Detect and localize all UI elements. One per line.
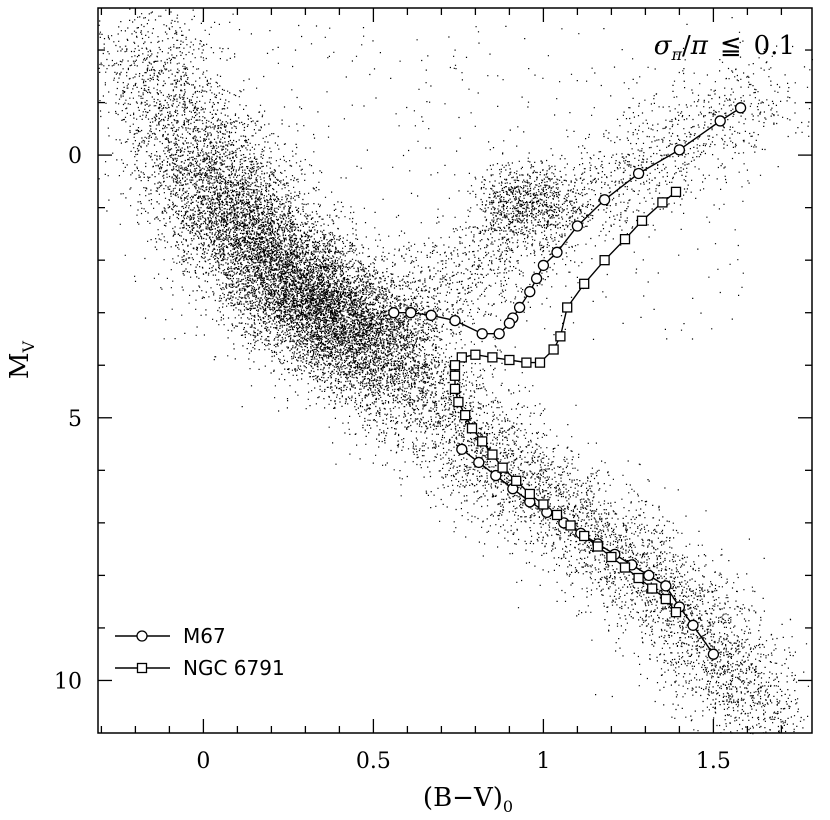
series-point-m67-6 [551, 246, 563, 258]
x-axis-label: (B−V)0 [423, 783, 513, 816]
series-point-ngc6791-13 [470, 349, 481, 360]
series-point-ngc6791-17 [449, 383, 461, 395]
plot-axes [97, 7, 813, 734]
series-point-m67-8 [530, 272, 543, 285]
series-point-ngc6791-25 [524, 488, 535, 500]
series-point-ngc6791-35 [660, 593, 671, 605]
series-point-ngc6791-14 [456, 352, 467, 363]
series-point-m67-7 [537, 259, 550, 272]
series-point-m67-15 [449, 314, 461, 327]
x-tick-label: 1 [536, 749, 550, 774]
series-point-m67-17 [405, 307, 417, 319]
series-point-m67-3 [632, 167, 645, 180]
series-point-ngc6791-27 [551, 509, 563, 521]
series-point-ngc6791-29 [579, 530, 590, 542]
series-point-ngc6791-0 [670, 186, 682, 198]
legend-marker-m67 [136, 630, 148, 642]
series-point-ngc6791-26 [538, 499, 549, 510]
series-line-ngc6791-0 [454, 191, 677, 613]
axis-labels: (B−V)0 MV [5, 340, 513, 816]
legend-label-ngc6791: NGC 6791 [183, 656, 285, 680]
series-point-ngc6791-3 [619, 234, 631, 245]
cluster-series-markers [388, 102, 747, 660]
series-point-ngc6791-23 [497, 462, 508, 473]
series-point-ngc6791-33 [633, 572, 644, 584]
series-point-m67-4 [598, 194, 611, 206]
cluster-series-lines [393, 107, 741, 655]
y-tick-label: 0 [68, 144, 82, 169]
y-axis-label: MV [5, 340, 38, 379]
series-point-ngc6791-18 [453, 396, 464, 408]
series-point-m67-33 [687, 619, 699, 631]
series-point-ngc6791-7 [555, 331, 566, 342]
series-point-ngc6791-24 [511, 475, 522, 486]
series-point-m67-1 [714, 115, 726, 127]
series-point-ngc6791-20 [466, 423, 478, 434]
x-tick-label: 0.5 [356, 749, 391, 774]
series-point-ngc6791-11 [504, 354, 515, 366]
axis-ticks: 0 0.5 1 1.5 0 5 10 [54, 8, 812, 774]
series-point-ngc6791-15 [449, 360, 461, 371]
series-point-ngc6791-4 [599, 255, 610, 266]
series-point-ngc6791-2 [636, 215, 648, 226]
series-point-m67-14 [476, 328, 488, 340]
series-point-ngc6791-28 [565, 520, 576, 531]
series-point-m67-31 [660, 580, 672, 592]
series-point-m67-20 [473, 456, 485, 469]
y-tick-label: 10 [54, 669, 82, 694]
legend-label-m67: M67 [183, 624, 226, 648]
series-point-m67-13 [493, 328, 505, 340]
series-point-ngc6791-36 [670, 607, 682, 618]
series-point-m67-21 [490, 469, 502, 482]
series-line-m67-1 [461, 448, 714, 655]
series-point-m67-18 [388, 307, 400, 319]
series-point-m67-19 [456, 443, 468, 455]
series-point-ngc6791-12 [487, 352, 498, 363]
series-point-ngc6791-22 [487, 449, 498, 460]
series-point-ngc6791-5 [579, 278, 590, 289]
y-tick-label: 5 [68, 407, 82, 432]
series-point-ngc6791-9 [534, 357, 546, 368]
legend: M67 NGC 6791 [115, 624, 285, 680]
series-point-ngc6791-8 [548, 344, 559, 355]
legend-marker-ngc6791 [136, 662, 148, 674]
series-point-ngc6791-16 [449, 370, 461, 381]
series-point-m67-2 [673, 144, 686, 156]
series-point-m67-12 [503, 317, 516, 329]
series-point-m67-34 [707, 648, 720, 660]
x-tick-label: 1.5 [696, 749, 731, 774]
series-point-ngc6791-31 [606, 551, 617, 563]
series-point-ngc6791-30 [592, 541, 603, 552]
series-point-m67-30 [643, 569, 655, 582]
series-point-m67-5 [571, 220, 584, 232]
parallax-error-annotation: σπ/π ≦ 0.1 [654, 31, 795, 64]
series-point-m67-16 [425, 309, 437, 321]
series-point-ngc6791-6 [562, 302, 573, 313]
series-point-ngc6791-32 [619, 562, 631, 573]
series-line-m67-0 [393, 107, 741, 335]
series-point-ngc6791-19 [460, 410, 471, 421]
series-point-ngc6791-34 [647, 583, 658, 594]
series-point-m67-9 [524, 286, 536, 298]
x-tick-label: 0 [196, 749, 210, 774]
series-point-ngc6791-21 [477, 436, 488, 447]
plot-frame [97, 7, 813, 734]
series-point-m67-0 [734, 102, 747, 114]
series-point-ngc6791-10 [521, 357, 532, 368]
series-point-ngc6791-1 [657, 197, 668, 208]
series-point-m67-10 [513, 301, 526, 314]
